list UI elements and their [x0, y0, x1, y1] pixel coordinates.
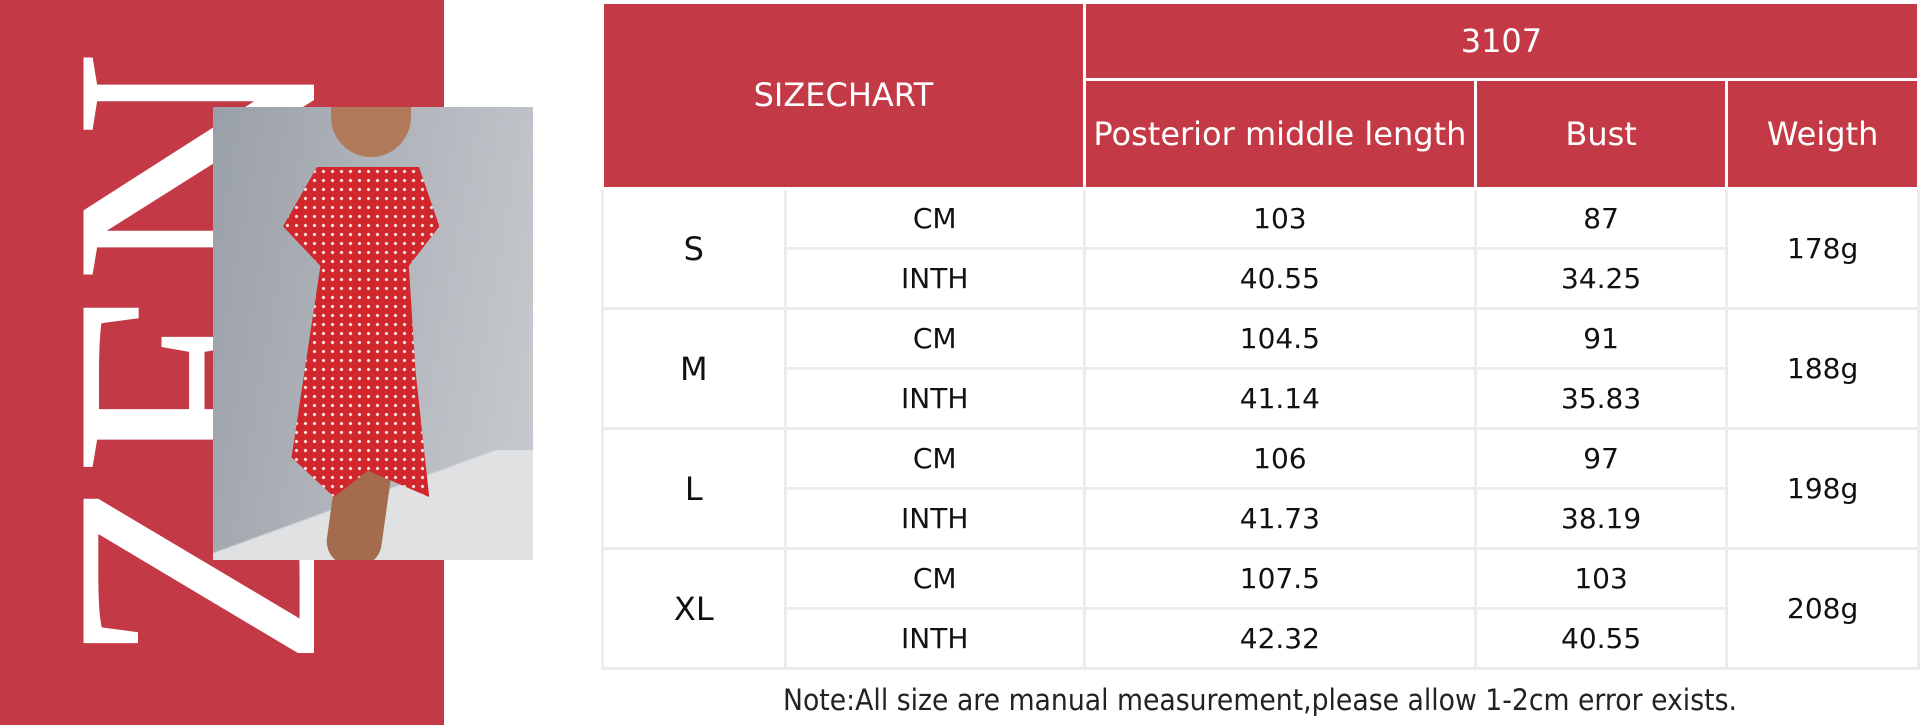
- weight-value: 178g: [1725, 187, 1920, 310]
- unit-label: INTH: [783, 487, 1086, 550]
- table-row: INTH 40.55 34.25: [603, 247, 1919, 310]
- table-row: XL CM 107.5 103 208g: [601, 547, 1920, 670]
- weight-value: 208g: [1725, 547, 1920, 670]
- weight-value: 198g: [1725, 427, 1920, 550]
- unit-label: CM: [783, 547, 1086, 610]
- measurement-note: Note:All size are manual measurement,ple…: [783, 683, 1737, 717]
- size-chart-title: SIZECHART: [601, 1, 1086, 190]
- bust-value: 97: [1473, 427, 1729, 490]
- length-value: 106: [1082, 427, 1477, 490]
- table-row: M CM 104.5 91 188g: [601, 307, 1920, 430]
- length-value: 103: [1082, 187, 1477, 250]
- length-value: 104.5: [1082, 307, 1477, 370]
- dress-image: [283, 167, 440, 497]
- column-header-weight: Weigth: [1725, 78, 1920, 190]
- style-code: 3107: [1082, 1, 1920, 81]
- length-value: 41.14: [1082, 367, 1477, 430]
- column-header-length: Posterior middle length: [1082, 78, 1477, 190]
- table-row: L CM 106 97 198g: [601, 427, 1920, 550]
- size-label: M: [601, 307, 787, 430]
- size-label: L: [601, 427, 787, 550]
- size-chart-table: SIZECHART 3107 Posterior middle length B…: [601, 1, 1920, 670]
- table-row: INTH 41.73 38.19: [603, 487, 1919, 550]
- unit-label: CM: [783, 307, 1086, 370]
- table-row: S CM 103 87 178g: [601, 187, 1920, 310]
- bust-value: 103: [1473, 547, 1729, 610]
- unit-label: CM: [783, 427, 1086, 490]
- bust-value: 87: [1473, 187, 1729, 250]
- column-header-bust: Bust: [1473, 78, 1729, 190]
- length-value: 42.32: [1082, 607, 1477, 670]
- bust-value: 34.25: [1473, 247, 1729, 310]
- bust-value: 38.19: [1473, 487, 1729, 550]
- size-label: S: [601, 187, 787, 310]
- bust-value: 40.55: [1473, 607, 1729, 670]
- unit-label: CM: [783, 187, 1086, 250]
- table-row: INTH 41.14 35.83: [603, 367, 1919, 430]
- bust-value: 91: [1473, 307, 1729, 370]
- unit-label: INTH: [783, 367, 1086, 430]
- bust-value: 35.83: [1473, 367, 1729, 430]
- product-photo: [213, 107, 533, 560]
- weight-value: 188g: [1725, 307, 1920, 430]
- size-label: XL: [601, 547, 787, 670]
- unit-label: INTH: [783, 607, 1086, 670]
- length-value: 40.55: [1082, 247, 1477, 310]
- length-value: 107.5: [1082, 547, 1477, 610]
- unit-label: INTH: [783, 247, 1086, 310]
- table-row: INTH 42.32 40.55: [603, 607, 1919, 670]
- length-value: 41.73: [1082, 487, 1477, 550]
